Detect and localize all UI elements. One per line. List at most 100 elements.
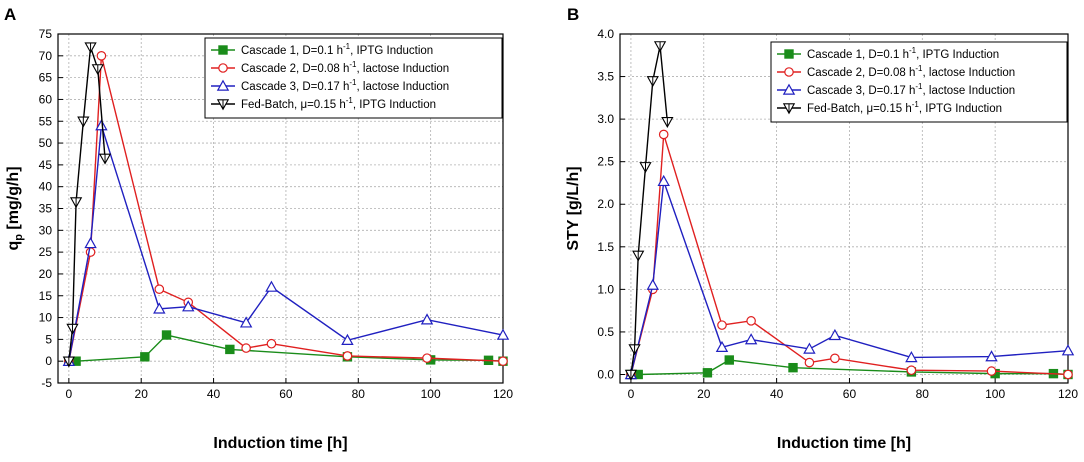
legend-entry: Fed-Batch, μ=0.15 h-1, IPTG Induction <box>777 100 1002 115</box>
y-tick-label: 10 <box>39 311 53 325</box>
data-point <box>1063 369 1073 380</box>
data-point <box>804 357 815 368</box>
data-point <box>653 41 667 53</box>
legend-label-suffix: , lactose Induction <box>357 81 450 93</box>
data-point <box>1061 344 1075 356</box>
series-line <box>630 45 669 375</box>
x-tick-label: 100 <box>985 387 1005 401</box>
x-tick-label: 120 <box>493 387 513 401</box>
data-point <box>96 51 107 61</box>
y-tick-label: 2.5 <box>597 155 614 169</box>
legend-label: Fed-Batch, μ=0.15 h-1, IPTG Induction <box>241 96 436 111</box>
y-tick-label: 1.0 <box>597 282 614 296</box>
series-line <box>630 181 1069 375</box>
data-point <box>632 250 645 262</box>
panel-letter: B <box>567 5 579 24</box>
data-point <box>702 368 713 378</box>
legend-label-suffix: , lactose Induction <box>923 67 1016 79</box>
y-tick-label: 3.5 <box>597 70 614 84</box>
data-point <box>69 197 83 209</box>
data-point <box>784 49 794 59</box>
data-point <box>646 76 659 88</box>
legend-label-suffix: , lactose Induction <box>923 85 1016 97</box>
panel-b-sty-chart: B 0 20 40 60 80 100 120 0.0 0.5 1.0 1.5 2.0 2.5 3.0 3.5… <box>565 5 1078 452</box>
series-line <box>68 55 504 362</box>
x-tick-label: 0 <box>66 387 73 401</box>
data-point <box>241 343 251 353</box>
legend-label: Cascade 2, D=0.08 h-1, lactose Induction <box>241 60 449 75</box>
x-tick-label: 120 <box>1058 387 1078 401</box>
x-tick-label: 20 <box>697 387 711 401</box>
data-point <box>84 236 97 249</box>
y-tick-label: 15 <box>39 289 53 303</box>
legend-entry: Cascade 1, D=0.1 h-1, IPTG Induction <box>211 42 433 57</box>
data-point <box>646 278 660 290</box>
legend-label-text: Cascade 1, D=0.1 h <box>241 45 343 57</box>
x-tick-label: 0 <box>628 387 635 401</box>
data-point <box>91 64 104 76</box>
panel-a-qp-chart: A 0 20 40 60 80 100 120 -5 0 5 10 15 20 25 30 35 40 45 50 55… <box>4 5 513 452</box>
series-3 <box>624 174 1075 380</box>
legend-label-text: Fed-Batch, μ=0.15 h <box>807 103 912 115</box>
data-point <box>239 316 253 328</box>
data-point <box>788 362 798 373</box>
legend-label-suffix: , lactose Induction <box>357 63 450 75</box>
y-axis-label: STY [g/L/h] <box>565 166 582 250</box>
data-point <box>342 351 353 361</box>
y-tick-label: 25 <box>39 245 53 259</box>
data-point <box>420 313 434 325</box>
data-point <box>225 344 235 355</box>
legend-label-text: Cascade 2, D=0.08 h <box>807 67 915 79</box>
legend-entry: Cascade 2, D=0.08 h-1, lactose Induction <box>777 64 1015 79</box>
data-point <box>161 330 172 340</box>
legend-label-superscript: -1 <box>909 46 917 55</box>
data-point <box>496 328 510 340</box>
series-3 <box>62 119 510 366</box>
data-point <box>265 280 278 292</box>
data-point <box>62 356 75 368</box>
data-point <box>140 352 150 362</box>
y-tick-label: 30 <box>39 223 53 237</box>
legend-label-text: Cascade 1, D=0.1 h <box>807 49 909 61</box>
data-point <box>77 116 90 128</box>
series-4 <box>62 42 112 368</box>
data-point <box>744 333 758 345</box>
panel-letter: A <box>4 5 16 24</box>
y-tick-label: 65 <box>39 71 53 85</box>
legend-label: Cascade 3, D=0.17 h-1, lactose Induction <box>807 82 1015 97</box>
series-line <box>68 125 504 362</box>
legend-label-superscript: -1 <box>343 42 351 51</box>
legend-label: Cascade 2, D=0.08 h-1, lactose Induction <box>807 64 1015 79</box>
y-tick-label: 20 <box>39 267 53 281</box>
y-tick-label: 75 <box>39 27 53 41</box>
legend-entry: Cascade 3, D=0.17 h-1, lactose Induction <box>777 82 1015 97</box>
data-point <box>661 116 674 129</box>
legend-box <box>204 37 503 119</box>
data-point <box>84 42 97 54</box>
data-point <box>985 350 998 362</box>
data-point <box>218 63 228 73</box>
y-tick-label: 55 <box>39 114 53 128</box>
data-point <box>266 338 277 349</box>
legend: Cascade 1, D=0.1 h-1, IPTG InductionCasc… <box>204 37 503 119</box>
y-axis-label-main: q <box>5 241 22 251</box>
y-axis-label-subscript: p <box>13 234 25 241</box>
legend-entry: Cascade 3, D=0.17 h-1, lactose Induction <box>211 78 449 93</box>
legend-label-text: Fed-Batch, μ=0.15 h <box>241 99 346 111</box>
x-tick-label: 80 <box>352 387 366 401</box>
x-tick-label: 40 <box>207 387 221 401</box>
y-tick-label: 0.5 <box>597 325 614 339</box>
legend-label-superscript: -1 <box>915 82 923 91</box>
x-tick-label: 60 <box>843 387 857 401</box>
data-point <box>986 366 997 376</box>
data-point <box>657 174 670 187</box>
x-tick-label: 40 <box>770 387 784 401</box>
legend: Cascade 1, D=0.1 h-1, IPTG InductionCasc… <box>770 41 1068 123</box>
y-axis-label-main: STY [g/L/h] <box>565 166 582 250</box>
legend-label-suffix: , IPTG Induction <box>916 49 999 61</box>
y-tick-label: 0.0 <box>597 367 614 381</box>
legend-label-superscript: -1 <box>346 96 354 105</box>
legend-label-suffix: , IPTG Induction <box>919 103 1002 115</box>
y-tick-label: -5 <box>41 376 52 390</box>
